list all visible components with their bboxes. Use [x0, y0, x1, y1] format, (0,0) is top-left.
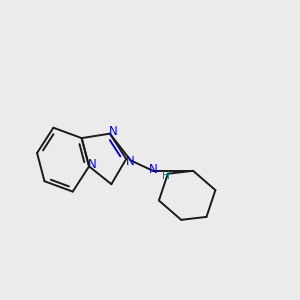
Text: H: H — [162, 171, 169, 181]
Text: N: N — [148, 163, 157, 176]
Text: N: N — [109, 125, 117, 138]
Text: N: N — [88, 158, 97, 171]
Text: N: N — [125, 155, 134, 168]
